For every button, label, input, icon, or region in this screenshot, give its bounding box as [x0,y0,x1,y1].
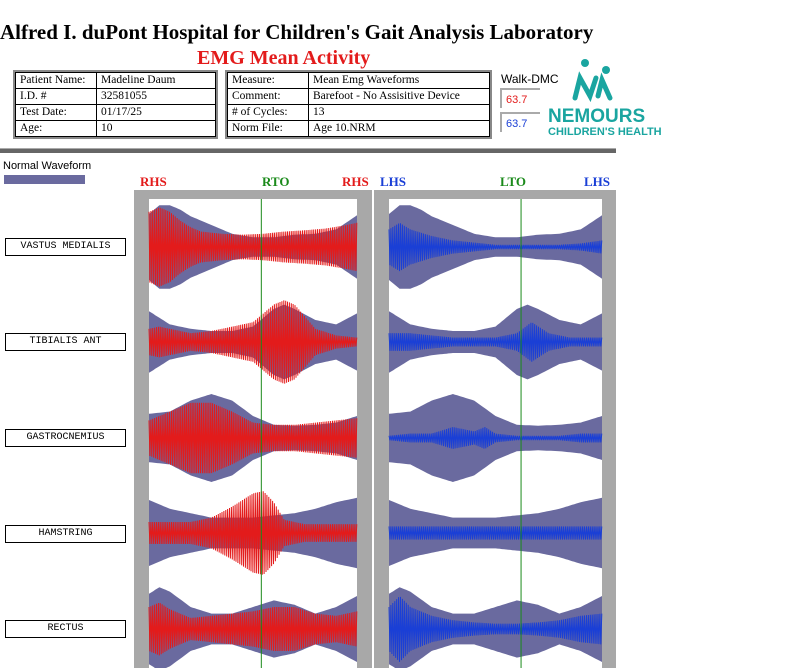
brand-tagline: CHILDREN'S HEALTH [548,126,662,138]
label-norm-file: Norm File: [227,120,309,137]
event-lto: LTO [500,174,527,189]
patient-info-table: Patient Name: Madeline Daum I.D. #3258105… [13,70,218,139]
label-cycles: # of Cycles: [227,104,309,121]
value-patient-name: Madeline Daum [96,72,216,89]
label-measure: Measure: [227,72,309,89]
measure-info-table: Measure: Mean Emg Waveforms Comment: Baref… [225,70,492,139]
walk-dmc-left-value: 63.7 [500,112,540,132]
walk-dmc-right-value: 63.7 [500,88,540,108]
emg-trace-right-hamstring [148,491,358,575]
event-lhs-end: LHS [584,174,611,189]
emg-trace-right-rectus [148,602,358,656]
value-norm-file: Age 10.NRM [308,120,490,137]
value-measure: Mean Emg Waveforms [308,72,490,89]
label-age: Age: [15,120,97,137]
event-lhs-start: LHS [380,174,407,189]
emg-trace-left-hamstring [388,526,603,540]
value-age: 10 [96,120,216,137]
brand-name: NEMOURS [548,106,646,127]
emg-trace-left-gastrocnemius [388,426,603,449]
emg-trace-right-tibialis-ant [148,300,358,384]
walk-dmc-label: Walk-DMC [501,72,559,86]
chart-title: EMG Mean Activity [197,47,371,69]
legend-normal-waveform-label: Normal Waveform [3,160,92,172]
event-rto: RTO [262,174,290,189]
normal-envelope-left-rectus [389,587,602,668]
value-id: 32581055 [96,88,216,105]
emg-trace-left-rectus [388,596,603,662]
muscle-label-hamstring: HAMSTRING [5,525,126,543]
page-title: Alfred I. duPont Hospital for Children's… [0,20,594,44]
event-rhs-end: RHS [342,174,369,189]
event-rhs-start: RHS [140,174,167,189]
muscle-label-rectus: RECTUS [5,620,126,638]
emg-trace-right-gastrocnemius [148,402,358,474]
muscle-label-gastrocnemius: GASTROCNEMIUS [5,429,126,447]
emg-trace-left-vastus-medialis [388,223,603,272]
muscle-label-tibialis-ant: TIBIALIS ANT [5,333,126,351]
header-separator [0,148,616,153]
legend-normal-waveform-swatch [4,175,85,184]
emg-trace-right-vastus-medialis [148,207,358,287]
emg-trace-left-tibialis-ant [388,322,603,362]
muscle-label-vastus-medialis: VASTUS MEDIALIS [5,238,126,256]
